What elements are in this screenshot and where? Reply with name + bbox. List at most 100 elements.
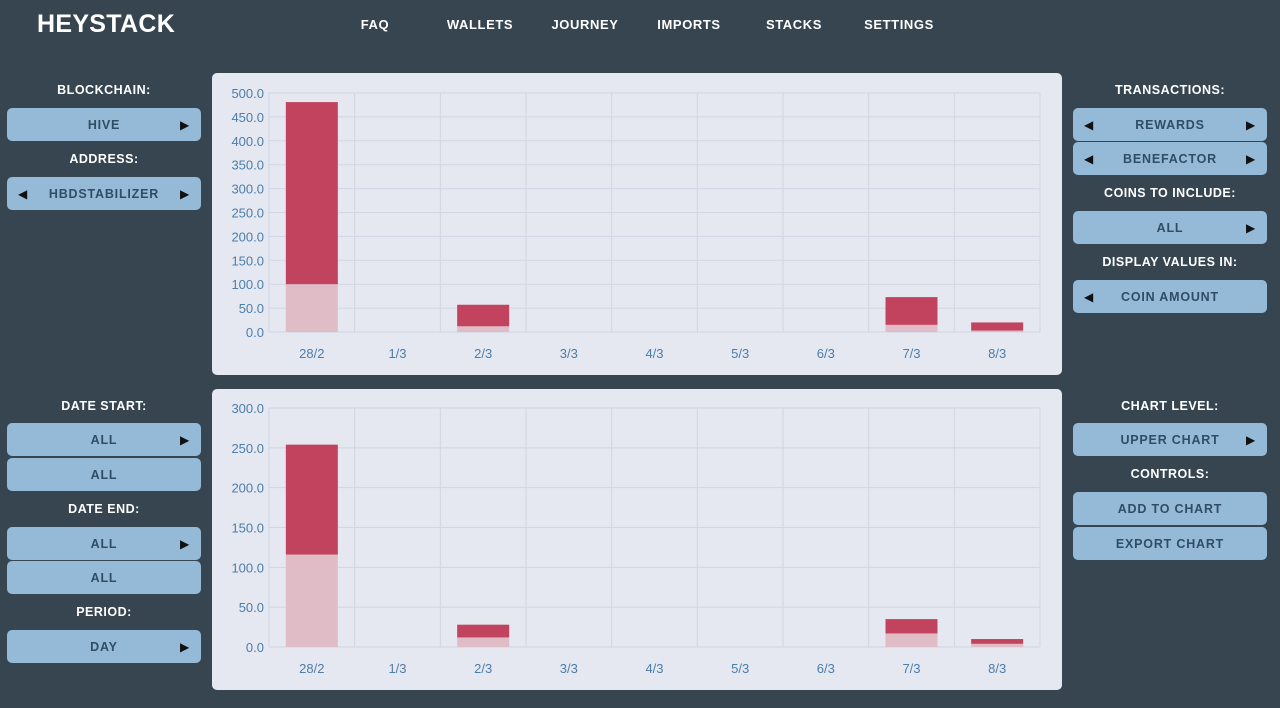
next-arrow-icon[interactable]: ▶ bbox=[1245, 117, 1256, 132]
address-label: ADDRESS: bbox=[69, 152, 139, 166]
prev-arrow-icon[interactable]: ◀ bbox=[1084, 151, 1095, 166]
y-tick-label: 300.0 bbox=[231, 401, 264, 416]
y-tick-label: 200.0 bbox=[231, 229, 264, 244]
date-end-value: ALL bbox=[90, 536, 118, 551]
app-logo[interactable]: HEYSTACK bbox=[37, 10, 176, 38]
nav-settings[interactable]: SETTINGS bbox=[864, 17, 934, 32]
y-tick-label: 150.0 bbox=[231, 253, 264, 268]
display-values-label: DISPLAY VALUES IN: bbox=[1102, 255, 1238, 269]
next-arrow-icon[interactable]: ▶ bbox=[1245, 432, 1256, 447]
nav-wallets[interactable]: WALLETS bbox=[446, 17, 514, 32]
next-arrow-icon[interactable]: ▶ bbox=[179, 432, 190, 447]
next-arrow-icon[interactable]: ▶ bbox=[179, 186, 190, 201]
next-arrow-icon[interactable]: ▶ bbox=[179, 639, 190, 654]
x-tick-label: 2/3 bbox=[474, 346, 492, 361]
blockchain-value: HIVE bbox=[87, 117, 121, 132]
lower-chart-panel: 0.0 50.0 100.0 150.0 200.0 250.0 300.0 28/2 1/3 2… bbox=[212, 389, 1062, 690]
bar-top-28-2[interactable] bbox=[285, 102, 338, 285]
transactions-selector-1[interactable]: ◀ REWARDS ▶ bbox=[1073, 108, 1267, 141]
y-tick-label: 250.0 bbox=[231, 441, 264, 456]
bar-base-7-3[interactable] bbox=[885, 633, 938, 647]
lower-chart: 0.0 50.0 100.0 150.0 200.0 250.0 300.0 28/2 1/3 2… bbox=[231, 401, 1041, 676]
prev-arrow-icon[interactable]: ◀ bbox=[1084, 117, 1095, 132]
chart-level-value: UPPER CHART bbox=[1120, 432, 1220, 447]
chart-level-label: CHART LEVEL: bbox=[1121, 399, 1219, 413]
period-selector[interactable]: DAY ▶ bbox=[7, 630, 201, 663]
x-tick-label: 1/3 bbox=[388, 661, 406, 676]
x-tick-label: 8/3 bbox=[988, 661, 1006, 676]
bar-base-7-3[interactable] bbox=[885, 324, 938, 332]
x-tick-label: 4/3 bbox=[645, 346, 663, 361]
y-tick-label: 50.0 bbox=[239, 600, 264, 615]
bar-top-2-3[interactable] bbox=[457, 624, 510, 638]
bar-base-8-3[interactable] bbox=[971, 643, 1024, 647]
upper-chart-panel: 0.0 50.0 100.0 150.0 200.0 250.0 300.0 350.0 400… bbox=[212, 73, 1062, 375]
y-tick-label: 0.0 bbox=[246, 325, 264, 340]
transactions-label: TRANSACTIONS: bbox=[1115, 83, 1225, 97]
bar-top-8-3[interactable] bbox=[971, 322, 1024, 331]
date-start-value: ALL bbox=[90, 432, 118, 447]
transactions-selector-2[interactable]: ◀ BENEFACTOR ▶ bbox=[1073, 142, 1267, 175]
y-tick-label: 450.0 bbox=[231, 110, 264, 125]
bar-base-8-3[interactable] bbox=[971, 330, 1024, 332]
nav-faq[interactable]: FAQ bbox=[360, 17, 390, 32]
y-tick-label: 400.0 bbox=[231, 134, 264, 149]
x-tick-label: 8/3 bbox=[988, 346, 1006, 361]
x-tick-label: 3/3 bbox=[560, 346, 578, 361]
x-tick-label: 28/2 bbox=[299, 661, 324, 676]
period-value: DAY bbox=[90, 639, 118, 654]
date-start-selector[interactable]: ALL ▶ bbox=[7, 423, 201, 456]
x-tick-label: 5/3 bbox=[731, 661, 749, 676]
bar-top-7-3[interactable] bbox=[885, 297, 938, 325]
date-end-secondary-selector[interactable]: ALL bbox=[7, 561, 201, 594]
x-tick-label: 6/3 bbox=[817, 661, 835, 676]
bar-top-8-3[interactable] bbox=[971, 639, 1024, 644]
nav-stacks[interactable]: STACKS bbox=[765, 17, 823, 32]
nav-journey[interactable]: JOURNEY bbox=[551, 17, 619, 32]
y-tick-label: 0.0 bbox=[246, 640, 264, 655]
bar-base-28-2[interactable] bbox=[285, 284, 338, 332]
chart-level-selector[interactable]: UPPER CHART ▶ bbox=[1073, 423, 1267, 456]
coins-label: COINS TO INCLUDE: bbox=[1104, 186, 1236, 200]
next-arrow-icon[interactable]: ▶ bbox=[1245, 220, 1256, 235]
y-tick-label: 500.0 bbox=[231, 86, 264, 101]
blockchain-selector[interactable]: HIVE ▶ bbox=[7, 108, 201, 141]
y-tick-label: 250.0 bbox=[231, 206, 264, 221]
x-tick-label: 4/3 bbox=[645, 661, 663, 676]
bar-top-7-3[interactable] bbox=[885, 619, 938, 634]
address-selector[interactable]: ◀ HBDSTABILIZER ▶ bbox=[7, 177, 201, 210]
address-value: HBDSTABILIZER bbox=[48, 186, 160, 201]
y-tick-label: 100.0 bbox=[231, 560, 264, 575]
x-tick-label: 6/3 bbox=[817, 346, 835, 361]
y-tick-label: 150.0 bbox=[231, 521, 264, 536]
y-tick-label: 300.0 bbox=[231, 182, 264, 197]
y-tick-label: 100.0 bbox=[231, 277, 264, 292]
next-arrow-icon[interactable]: ▶ bbox=[179, 536, 190, 551]
bar-top-2-3[interactable] bbox=[457, 304, 510, 327]
x-tick-label: 2/3 bbox=[474, 661, 492, 676]
display-values-value: COIN AMOUNT bbox=[1121, 289, 1219, 304]
next-arrow-icon[interactable]: ▶ bbox=[179, 117, 190, 132]
y-tick-label: 200.0 bbox=[231, 481, 264, 496]
date-start-secondary-selector[interactable]: ALL bbox=[7, 458, 201, 491]
x-tick-label: 5/3 bbox=[731, 346, 749, 361]
export-chart-button[interactable]: EXPORT CHART bbox=[1073, 527, 1267, 560]
next-arrow-icon[interactable]: ▶ bbox=[1245, 151, 1256, 166]
prev-arrow-icon[interactable]: ◀ bbox=[1084, 289, 1095, 304]
date-end-secondary-value: ALL bbox=[90, 570, 118, 585]
date-end-selector[interactable]: ALL ▶ bbox=[7, 527, 201, 560]
nav-imports[interactable]: IMPORTS bbox=[657, 17, 721, 32]
display-values-selector[interactable]: ◀ COIN AMOUNT bbox=[1073, 280, 1267, 313]
bar-base-2-3[interactable] bbox=[457, 326, 510, 332]
bar-base-28-2[interactable] bbox=[285, 554, 338, 647]
transactions-value-2: BENEFACTOR bbox=[1123, 151, 1217, 166]
x-tick-label: 3/3 bbox=[560, 661, 578, 676]
date-end-label: DATE END: bbox=[68, 502, 140, 516]
add-to-chart-button[interactable]: ADD TO CHART bbox=[1073, 492, 1267, 525]
coins-value: ALL bbox=[1156, 220, 1184, 235]
coins-selector[interactable]: ALL ▶ bbox=[1073, 211, 1267, 244]
prev-arrow-icon[interactable]: ◀ bbox=[18, 186, 29, 201]
bar-top-28-2[interactable] bbox=[285, 444, 338, 555]
bar-base-2-3[interactable] bbox=[457, 637, 510, 647]
date-start-secondary-value: ALL bbox=[90, 467, 118, 482]
